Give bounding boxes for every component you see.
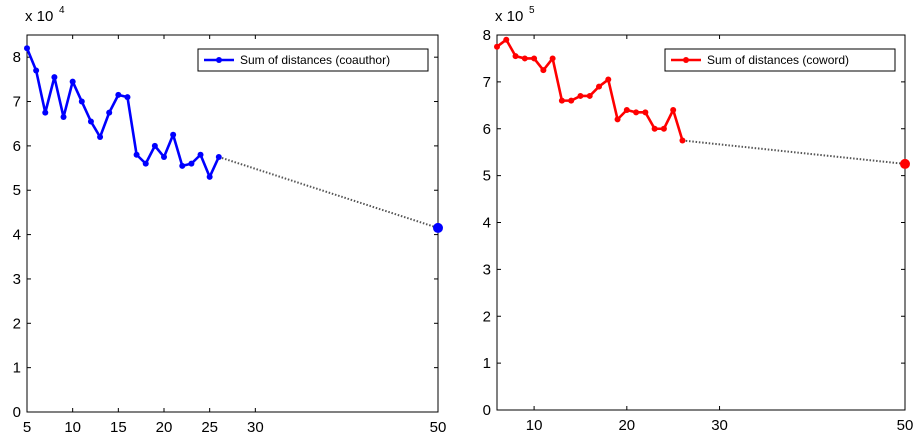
data-point <box>660 125 667 132</box>
data-point <box>670 107 677 113</box>
data-point <box>503 36 510 43</box>
y-tick-label: 3 <box>13 271 21 288</box>
chart-panel-2: 0 1 2 3 4 5 6 7 8 10 20 30 50 x 10 5 Sum of distances (… <box>483 5 914 434</box>
data-point <box>87 118 94 125</box>
y-tick-label: 0 <box>483 402 491 419</box>
plot-area <box>496 34 906 411</box>
x-tick-label: 20 <box>618 417 635 434</box>
data-point <box>494 43 500 50</box>
y-tick-label: 2 <box>13 315 21 332</box>
scale-factor-label: x 10 <box>25 8 53 25</box>
y-tick-label: 4 <box>13 227 21 244</box>
y-tick-label: 4 <box>483 215 491 232</box>
x-tick-label: 25 <box>201 419 218 436</box>
data-point <box>206 173 213 180</box>
x-tick-label: 50 <box>430 419 447 436</box>
extrapolated-point <box>433 222 443 233</box>
data-point <box>605 76 612 83</box>
data-point <box>568 97 575 104</box>
data-point <box>179 162 186 169</box>
data-point <box>197 151 204 158</box>
y-tick-label: 7 <box>13 94 21 111</box>
data-point <box>596 83 602 90</box>
scale-factor-exponent: 4 <box>59 5 65 16</box>
data-point <box>614 116 621 123</box>
data-point <box>69 78 76 85</box>
data-point <box>521 55 528 62</box>
x-tick-label: 5 <box>23 419 31 436</box>
x-tick-label: 30 <box>711 417 728 434</box>
legend-marker-swatch <box>216 57 222 63</box>
data-point <box>642 109 649 116</box>
data-point <box>42 109 49 116</box>
data-point <box>115 91 122 98</box>
data-point <box>577 92 584 99</box>
data-point <box>558 97 565 104</box>
scale-factor-exponent: 5 <box>529 5 535 16</box>
data-point <box>512 53 519 60</box>
data-point <box>633 109 640 116</box>
y-tick-label: 1 <box>483 355 491 372</box>
x-tick-label: 10 <box>526 417 543 434</box>
legend: Sum of distances (coword) <box>664 48 896 72</box>
legend-box <box>664 48 896 72</box>
data-point <box>24 45 30 52</box>
scale-factor-label: x 10 <box>495 8 523 25</box>
plot-area <box>26 34 439 413</box>
data-point <box>106 109 113 116</box>
data-point <box>124 94 131 101</box>
y-tick-label: 1 <box>13 360 21 377</box>
x-tick-label: 50 <box>897 417 914 434</box>
data-point <box>78 98 85 105</box>
data-point <box>161 153 167 160</box>
legend: Sum of distances (coauthor) <box>197 48 429 72</box>
data-point <box>679 137 686 144</box>
data-point <box>51 74 58 81</box>
data-point <box>97 134 104 141</box>
legend-marker-swatch <box>683 57 689 63</box>
y-tick-label: 5 <box>483 168 491 185</box>
data-point <box>586 92 593 99</box>
data-point <box>531 55 538 62</box>
y-tick-label: 0 <box>13 404 21 421</box>
x-tick-label: 30 <box>247 419 264 436</box>
chart-panel-1: 0 1 2 3 4 5 6 7 8 5 10 15 20 25 30 50 x 10 4 Sum of distan… <box>13 5 447 436</box>
x-tick-label: 15 <box>110 419 127 436</box>
x-tick-label: 10 <box>64 419 81 436</box>
data-point <box>33 67 40 74</box>
y-tick-label: 8 <box>13 49 21 66</box>
y-tick-label: 6 <box>483 121 491 138</box>
data-point <box>142 160 149 167</box>
data-point <box>623 107 630 113</box>
series-line <box>25 47 220 179</box>
y-tick-label: 7 <box>483 74 491 91</box>
data-point <box>60 114 67 121</box>
extrapolation-line <box>218 156 439 229</box>
y-tick-label: 3 <box>483 261 491 278</box>
y-tick-label: 6 <box>13 138 21 155</box>
extrapolation-line <box>682 139 906 165</box>
extrapolated-point <box>900 158 910 169</box>
data-point <box>549 55 556 62</box>
data-point <box>170 131 177 138</box>
y-tick-label: 5 <box>13 182 21 199</box>
x-tick-label: 20 <box>156 419 173 436</box>
data-point <box>540 67 547 74</box>
data-point <box>151 142 158 149</box>
y-tick-label: 2 <box>483 308 491 325</box>
legend-box <box>197 48 429 72</box>
data-point <box>188 160 195 167</box>
data-point <box>133 151 140 158</box>
legend-label: Sum of distances (coauthor) <box>240 53 390 67</box>
data-point <box>215 153 222 160</box>
legend-label: Sum of distances (coword) <box>707 53 849 67</box>
data-point <box>651 125 658 132</box>
y-tick-label: 8 <box>483 27 491 44</box>
